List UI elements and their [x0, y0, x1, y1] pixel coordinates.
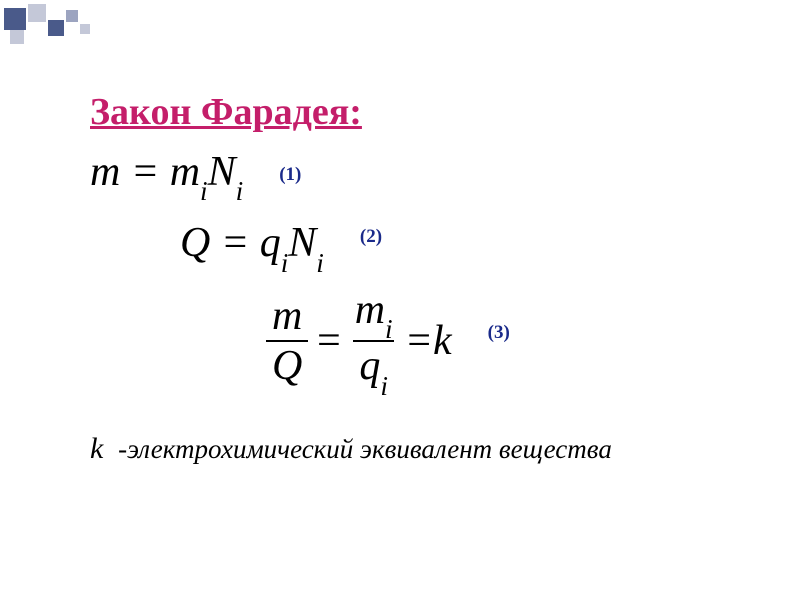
slide-title: Закон Фарадея:	[90, 90, 800, 134]
eq3-frac2: mi qi	[349, 289, 399, 394]
slide-content: Закон Фарадея: m = miNi (1) Q = qiNi (2)…	[0, 0, 800, 466]
equation-1-row: m = miNi (1)	[90, 148, 800, 201]
eq3-k: k	[433, 317, 452, 365]
equation-3-row: m Q = mi qi = k (3)	[90, 273, 800, 394]
eq3-frac2-num: mi	[349, 289, 399, 341]
deco-square	[4, 8, 26, 30]
eq1-lhs: m	[90, 149, 120, 195]
deco-square	[80, 24, 90, 34]
caption-line: k -электрохимический эквивалент вещества	[90, 432, 800, 466]
eq1-N: N	[208, 149, 236, 195]
eq3-equals2: =	[405, 317, 433, 365]
caption-text: электрохимический эквивалент вещества	[127, 434, 612, 464]
eq3-f2num: m	[355, 287, 385, 333]
caption-dash: -	[111, 434, 127, 464]
equation-1: m = miNi	[90, 148, 243, 201]
eq2-q: q	[260, 220, 281, 266]
eq2-q-sub: i	[281, 248, 289, 278]
deco-square	[66, 10, 78, 22]
equation-1-ref: (1)	[279, 164, 301, 186]
eq3-f2den-sub: i	[380, 371, 388, 401]
eq3-f2num-sub: i	[385, 314, 393, 344]
caption-k: k	[90, 432, 103, 465]
eq1-m-sub: i	[200, 176, 208, 206]
equation-2-row: Q = qiNi (2)	[90, 201, 800, 272]
deco-square	[10, 30, 24, 44]
eq3-frac1-num: m	[266, 295, 308, 340]
equation-3-ref: (3)	[488, 322, 510, 344]
corner-decoration	[0, 0, 200, 50]
eq1-N-sub: i	[236, 176, 244, 206]
deco-square	[28, 4, 46, 22]
eq2-N: N	[288, 220, 316, 266]
eq2-equals: =	[210, 220, 259, 266]
equation-2: Q = qiNi	[180, 219, 324, 272]
eq1-m: m	[170, 149, 200, 195]
eq3-frac2-den: qi	[353, 340, 394, 394]
deco-square	[48, 20, 64, 36]
equation-2-ref: (2)	[360, 226, 382, 248]
eq3-frac1-den: Q	[266, 340, 308, 387]
eq1-equals: =	[120, 149, 169, 195]
eq2-lhs: Q	[180, 220, 210, 266]
equation-3: m Q = mi qi = k	[260, 289, 452, 394]
eq2-N-sub: i	[316, 248, 324, 278]
eq3-frac1: m Q	[266, 295, 308, 387]
eq3-f2den: q	[359, 343, 380, 389]
eq3-equals1: =	[314, 317, 342, 365]
